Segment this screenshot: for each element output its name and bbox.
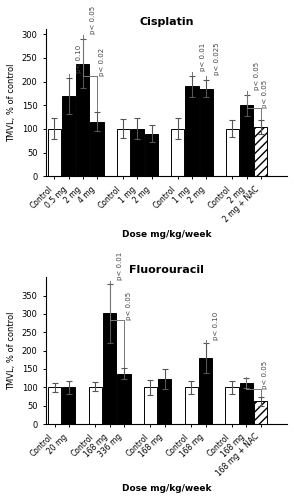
Text: p< 0.05: p< 0.05: [91, 6, 96, 34]
Text: p< 0.01: p< 0.01: [200, 43, 206, 71]
Text: p< 0.05: p< 0.05: [254, 62, 260, 90]
Bar: [225, 388, 238, 424]
Bar: [131, 129, 144, 176]
Bar: [158, 379, 171, 424]
Bar: [254, 402, 267, 424]
Y-axis label: TMVL, % of control: TMVL, % of control: [7, 312, 16, 390]
Bar: [62, 388, 76, 424]
Bar: [117, 129, 130, 176]
Bar: [144, 388, 157, 424]
Text: p< 0.025: p< 0.025: [214, 43, 220, 76]
Bar: [76, 64, 89, 176]
Bar: [226, 129, 239, 176]
Bar: [254, 127, 268, 176]
Bar: [89, 386, 102, 424]
Bar: [185, 388, 198, 424]
Y-axis label: TMVL, % of control: TMVL, % of control: [7, 64, 16, 142]
X-axis label: Dose mg/kg/week: Dose mg/kg/week: [122, 230, 211, 238]
Title: Fluorouracil: Fluorouracil: [129, 265, 204, 275]
Text: p< 0.10: p< 0.10: [213, 312, 219, 340]
Bar: [48, 388, 61, 424]
X-axis label: Dose mg/kg/week: Dose mg/kg/week: [122, 484, 211, 493]
Bar: [48, 129, 61, 176]
Bar: [91, 122, 103, 176]
Text: p< 0.10: p< 0.10: [76, 45, 82, 73]
Title: Cisplatin: Cisplatin: [139, 18, 194, 28]
Bar: [117, 374, 131, 424]
Bar: [145, 134, 158, 176]
Text: p< 0.05: p< 0.05: [263, 80, 268, 108]
Bar: [240, 105, 253, 176]
Text: p< 0.05: p< 0.05: [126, 292, 132, 320]
Text: p< 0.01: p< 0.01: [117, 252, 123, 280]
Bar: [199, 358, 212, 424]
Bar: [186, 86, 199, 176]
Bar: [240, 383, 253, 424]
Bar: [103, 313, 116, 424]
Bar: [62, 96, 75, 176]
Text: p< 0.05: p< 0.05: [262, 362, 268, 390]
Text: p< 0.02: p< 0.02: [99, 48, 105, 76]
Bar: [200, 88, 213, 176]
Bar: [171, 129, 184, 176]
